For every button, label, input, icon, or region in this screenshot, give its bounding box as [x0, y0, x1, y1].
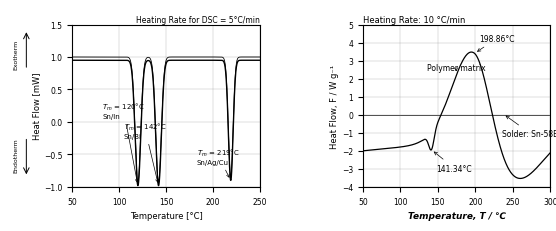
Text: 198.86°C: 198.86°C — [478, 35, 515, 52]
Text: Solder: Sn-58Bi: Solder: Sn-58Bi — [502, 116, 556, 139]
Text: $T_m$ = 142°C
Sn/Bi: $T_m$ = 142°C Sn/Bi — [124, 121, 167, 182]
Text: Heating Rate: 10 °C/min: Heating Rate: 10 °C/min — [363, 16, 465, 25]
Text: 141.34°C: 141.34°C — [434, 152, 472, 173]
X-axis label: Temperature, T / ℃: Temperature, T / ℃ — [408, 211, 506, 220]
Text: Exotherm: Exotherm — [13, 40, 18, 70]
Text: Polymer matrix: Polymer matrix — [426, 63, 485, 72]
Y-axis label: Heat Flow, F / W g⁻¹: Heat Flow, F / W g⁻¹ — [330, 64, 339, 148]
Text: $T_m$ = 120°C
Sn/In: $T_m$ = 120°C Sn/In — [102, 102, 145, 182]
X-axis label: Temperature [°C]: Temperature [°C] — [130, 211, 202, 220]
Text: Heating Rate for DSC = 5°C/min: Heating Rate for DSC = 5°C/min — [136, 16, 260, 25]
Text: $T_m$ = 219°C
Sn/Ag/Cu: $T_m$ = 219°C Sn/Ag/Cu — [197, 147, 240, 177]
Y-axis label: Heat Flow [mW]: Heat Flow [mW] — [32, 73, 41, 140]
Text: Endotherm: Endotherm — [13, 137, 18, 172]
